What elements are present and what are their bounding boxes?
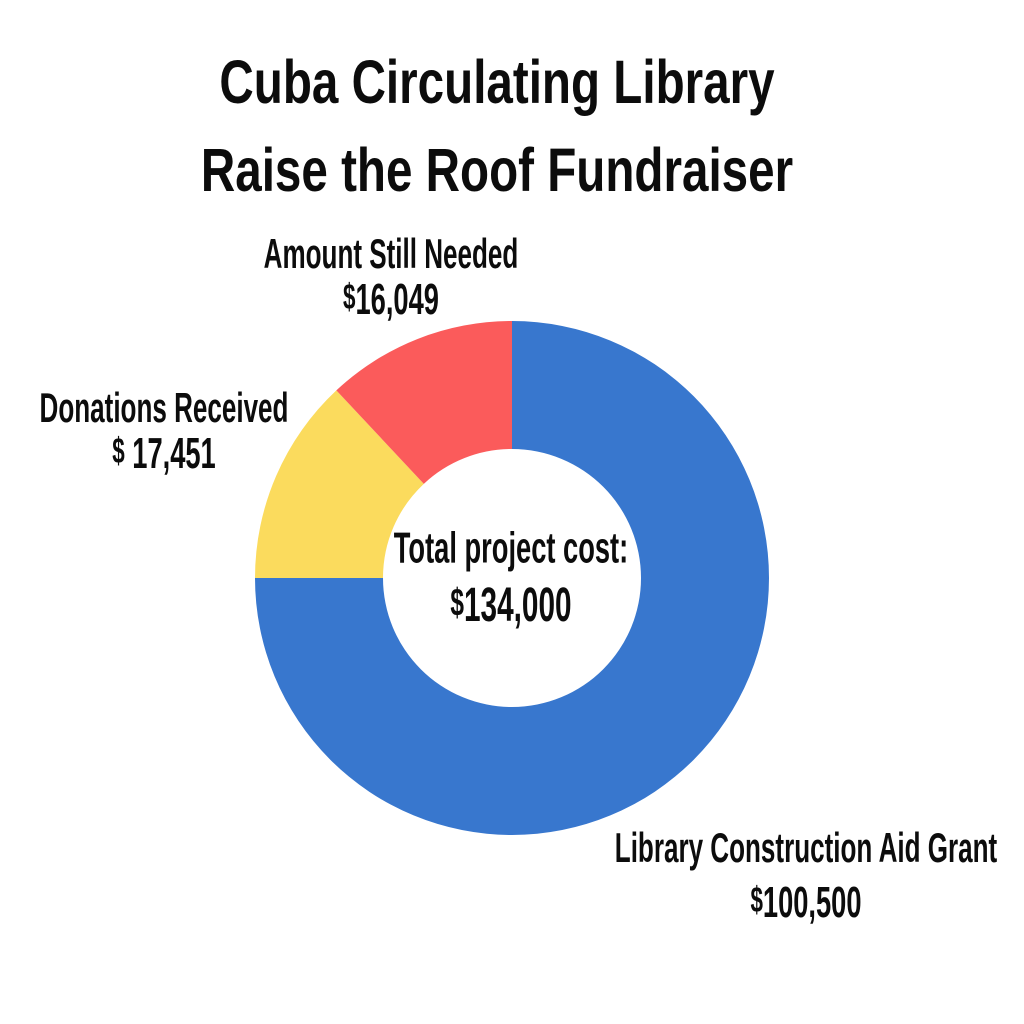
segment-name: Amount Still Needed (263, 230, 519, 277)
segment-amount: $100,500 (750, 878, 862, 928)
page-title: Cuba Circulating Library Raise the Roof … (117, 38, 876, 214)
donut-segment-library-construction-aid-grant (255, 321, 769, 835)
segment-name: Library Construction Aid Grant (614, 824, 998, 871)
segment-label-donations-received: Donations Received $ 17,451 (0, 387, 365, 476)
segment-label-amount-still-needed: Amount Still Needed $16,049 (186, 233, 597, 322)
segment-label-library-construction-aid-grant: Library Construction Aid Grant $100,500 (498, 827, 1024, 925)
page-title-line2: Raise the Roof Fundraiser (200, 136, 794, 204)
donut-center-label: Total project cost: $134,000 (322, 526, 700, 630)
total-cost-amount: $134,000 (450, 578, 572, 632)
segment-amount: $16,049 (343, 275, 439, 325)
segment-name: Donations Received (39, 384, 289, 431)
currency-symbol: $ (750, 879, 763, 920)
page-title-line1: Cuba Circulating Library (219, 48, 775, 116)
donut-segment-donations-received (255, 390, 424, 578)
segment-amount: $ 17,451 (112, 429, 216, 479)
total-cost-caption: Total project cost: (393, 523, 629, 573)
donut-segment-amount-still-needed (336, 321, 512, 484)
currency-symbol: $ (112, 430, 125, 471)
currency-symbol: $ (450, 580, 464, 625)
currency-symbol: $ (343, 276, 356, 317)
